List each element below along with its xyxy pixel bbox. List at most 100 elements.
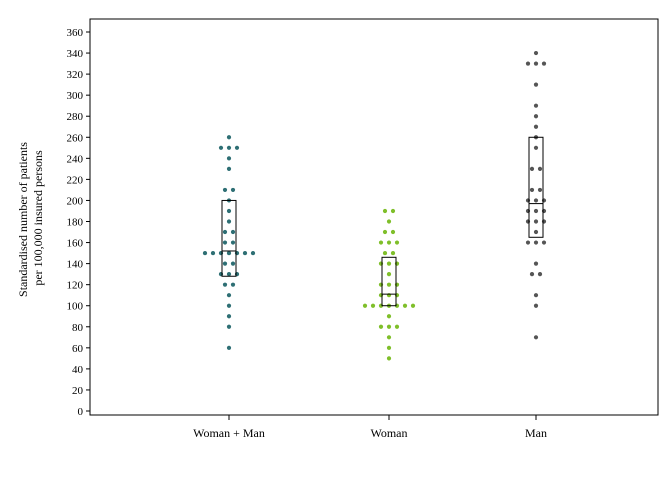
data-point [525,61,531,66]
data-point [533,50,539,56]
chart-marks [202,50,547,361]
data-point [533,335,539,340]
y-tick-label: 120 [67,280,84,292]
x-category-label: Woman [370,426,407,440]
y-tick-label: 360 [67,27,84,39]
data-point [533,240,539,245]
data-point [386,261,392,266]
data-point [222,282,228,287]
data-point [394,324,400,329]
data-point [378,324,384,329]
y-tick-label: 340 [67,48,84,60]
y-tick-label: 200 [67,195,84,207]
y-tick-label: 260 [67,132,84,144]
data-point [410,303,416,308]
y-axis-title-line-2: per 100,000 insured persons [31,150,45,286]
data-point [386,324,392,329]
y-tick-label: 220 [67,174,84,186]
data-point [226,208,232,214]
data-point [202,250,208,256]
data-point [533,114,539,119]
data-point [230,240,236,245]
y-axis-title: Standardised number of patients per 100,… [16,139,45,297]
data-point [222,261,228,266]
data-point [362,303,368,308]
data-point [226,314,232,319]
data-point [226,293,232,298]
y-axis-title-line-1: Standardised number of patients [16,142,30,297]
data-point [226,272,232,277]
data-point [242,250,248,256]
y-axis: 0 20 40 60 80 100 120 140 160 180 200 220 240 260 280 3… [67,27,90,418]
data-point [382,250,388,256]
data-point [218,145,224,150]
iqr-box [221,199,237,277]
y-tick-label: 280 [67,111,84,123]
data-point [394,240,400,245]
data-point [533,198,539,203]
y-tick-label: 100 [67,301,84,313]
data-point [230,229,236,235]
data-point [386,335,392,340]
iqr-box [381,256,397,307]
data-point [390,208,396,214]
data-point [386,345,392,350]
data-point [533,145,539,150]
data-point [529,166,535,171]
data-point [226,166,232,171]
data-point [234,145,240,150]
data-point [226,219,232,224]
data-point [533,261,539,266]
data-point [230,187,236,193]
data-point [226,145,232,150]
data-point [533,303,539,308]
y-tick-label: 180 [67,217,84,229]
data-point [222,240,228,245]
data-point [378,240,384,245]
data-point [541,61,547,66]
data-point [382,208,388,214]
data-point [370,303,376,308]
data-point [226,303,232,308]
data-point [529,272,535,277]
x-axis: Woman + Man Woman Man [193,415,547,440]
data-point [525,240,531,245]
data-point [222,229,228,235]
y-tick-label: 160 [67,238,84,250]
data-point [533,208,539,214]
data-point [533,82,539,87]
data-point [386,219,392,224]
data-point [226,156,232,161]
data-point [390,229,396,235]
y-tick-label: 320 [67,69,84,81]
data-point [226,250,232,256]
y-tick-label: 240 [67,153,84,165]
data-point [382,229,388,235]
y-tick-label: 80 [72,322,84,334]
data-point [386,272,392,277]
data-point [537,166,543,171]
data-point [533,229,539,235]
data-point [402,303,408,308]
y-tick-label: 300 [67,90,84,102]
plot-area-frame [89,18,659,416]
data-point [386,314,392,319]
data-point [210,250,216,256]
y-tick-label: 60 [72,343,84,355]
data-point [230,282,236,287]
data-point [533,61,539,66]
data-point [390,250,396,256]
data-point [533,103,539,108]
iqr-box [528,136,544,238]
data-point [386,356,392,361]
data-point [230,261,236,266]
y-tick-label: 140 [67,259,84,271]
data-point [386,282,392,287]
y-tick-label: 40 [72,364,84,376]
x-category-label: Woman + Man [193,426,265,440]
data-point [250,250,256,256]
data-point [533,124,539,129]
data-point [541,240,547,245]
data-point [226,135,232,140]
